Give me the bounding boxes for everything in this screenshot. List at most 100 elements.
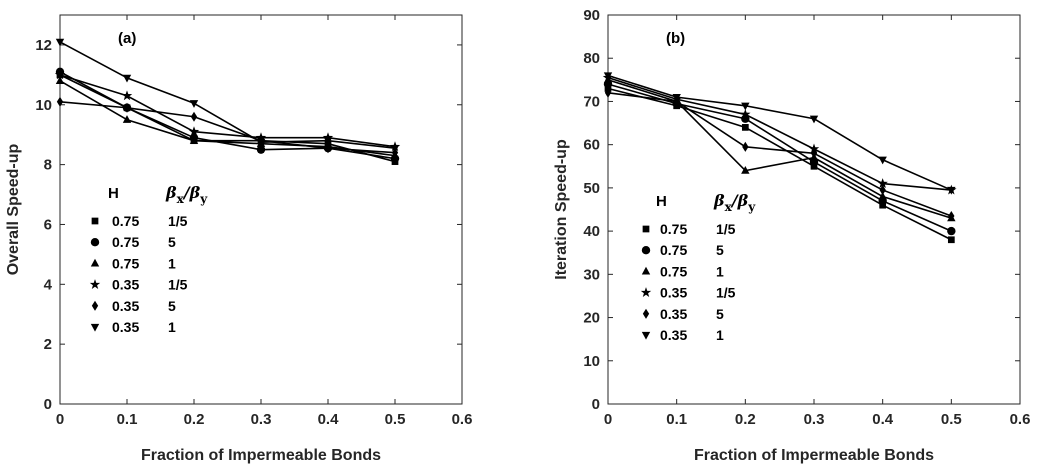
x-tick-label: 0 [56,411,64,428]
data-point [189,100,199,108]
data-point [256,145,266,154]
data-point [742,141,749,152]
data-point [603,72,613,81]
legend-marker [640,287,652,298]
data-point [877,178,888,188]
x-axis-label: Fraction of Impermeable Bonds [141,447,381,464]
data-point [122,115,132,123]
x-axis-label: Fraction of Impermeable Bonds [694,447,934,464]
legend-ratio-value: 5 [168,298,176,314]
series-3 [54,69,401,152]
series-5 [55,38,400,153]
x-tick-label: 0.4 [872,411,894,428]
data-point [809,115,819,124]
y-tick-label: 0 [44,396,52,413]
x-tick-label: 0.3 [251,411,272,428]
data-point [810,162,818,170]
legend-marker [641,331,651,340]
data-point [324,143,332,154]
data-point [56,96,64,107]
data-point [189,136,199,144]
data-point [741,124,749,131]
y-tick-label: 80 [583,50,600,67]
legend-header-ratio: βx/βy [713,191,756,214]
legend-header-h: H [108,185,119,202]
x-tick-label: 0.4 [318,411,340,428]
x-tick-label: 0.3 [804,411,825,428]
x-tick-label: 0.6 [1010,411,1031,428]
legend-ratio-value: 1 [716,263,724,279]
data-point [878,191,887,200]
data-point [879,185,886,196]
data-point [123,102,131,113]
series-1 [603,79,956,236]
legend-h-value: 0.35 [112,298,139,314]
legend-h-value: 0.35 [112,277,139,293]
legend-ratio-value: 1/5 [168,277,188,293]
legend-h-value: 0.75 [660,263,687,279]
plot-area [607,14,1021,405]
data-point [672,93,681,102]
y-tick-label: 50 [583,180,600,197]
x-tick-label: 0.6 [452,411,473,428]
series-line [607,92,952,217]
data-point [879,201,887,209]
data-point [121,90,133,101]
legend-header-h: H [656,193,667,210]
legend-h-value: 0.75 [660,242,687,258]
legend-header-ratio: βx/βy [165,183,208,206]
legend-h-value: 0.35 [660,306,687,322]
series-line [59,41,396,149]
data-point [878,156,887,165]
legend-h-value: 0.75 [112,255,139,271]
legend-ratio-value: 1 [168,319,176,335]
legend-ratio-value: 1/5 [168,213,188,229]
legend-h-value: 0.35 [660,327,687,343]
y-axis-label: Iteration Speed-up [553,139,570,280]
series-line [59,71,396,160]
series-5 [603,72,956,195]
series-line [59,74,396,148]
legend-h-value: 0.35 [660,285,687,301]
y-tick-label: 10 [583,353,600,370]
legend-ratio-value: 5 [168,234,176,250]
x-tick-label: 0.2 [735,411,756,428]
series-2 [55,76,400,159]
x-tick-label: 0.1 [666,411,687,428]
y-tick-label: 70 [583,93,600,110]
legend-marker [641,266,651,275]
y-tick-label: 4 [44,276,53,293]
y-tick-label: 20 [583,310,600,327]
data-point [390,145,400,153]
legend-ratio-value: 1 [716,327,724,343]
legend-marker [90,238,100,247]
y-tick-label: 6 [44,216,52,233]
y-tick-label: 8 [44,157,52,174]
series-line [607,74,952,191]
x-tick-label: 0 [604,411,612,428]
x-tick-label: 0.5 [385,411,406,428]
legend-ratio-value: 1/5 [716,221,736,237]
data-point [741,102,750,111]
data-point [55,38,65,47]
x-tick-label: 0.5 [941,411,962,428]
legend-marker [641,246,651,255]
panel-label: (b) [666,30,685,47]
legend-marker [642,308,650,319]
series-line [607,87,952,241]
legend-marker [91,300,99,311]
data-point [604,87,612,98]
legend-h-value: 0.35 [112,319,139,335]
series-line [607,76,952,191]
legend-ratio-value: 5 [716,306,724,322]
data-point [741,165,750,174]
legend-marker [642,225,650,233]
legend-marker [90,258,100,267]
panel-label: (a) [118,30,136,47]
y-tick-label: 10 [35,97,52,114]
x-tick-label: 0.2 [184,411,205,428]
y-axis-label: Overall Speed-up [5,143,22,275]
x-tick-label: 0.1 [117,411,138,428]
